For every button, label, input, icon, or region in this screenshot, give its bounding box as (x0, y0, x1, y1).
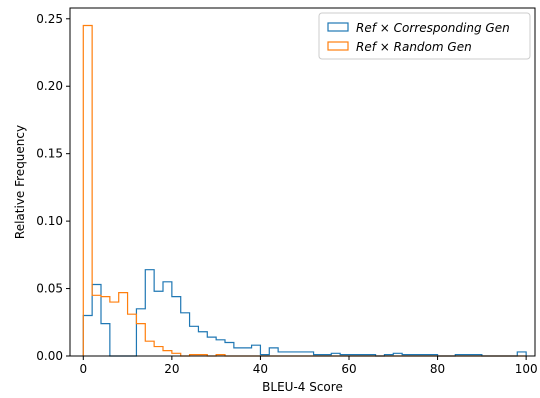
legend-label: Ref × Random Gen (356, 40, 472, 54)
x-tick-label: 0 (79, 362, 87, 376)
y-tick-label: 0.00 (36, 349, 63, 363)
y-tick-label: 0.10 (36, 214, 63, 228)
x-tick-label: 60 (341, 362, 356, 376)
y-tick-label: 0.05 (36, 282, 63, 296)
legend: Ref × Corresponding Gen Ref × Random Gen (318, 12, 531, 60)
y-tick-label: 0.20 (36, 79, 63, 93)
x-tick-label: 80 (430, 362, 445, 376)
x-tick-label: 100 (515, 362, 538, 376)
plot-frame (69, 7, 536, 357)
legend-swatch (327, 41, 349, 51)
plot-area (82, 24, 527, 357)
y-tick-label: 0.25 (36, 12, 63, 26)
y-tick-label: 0.15 (36, 147, 63, 161)
y-axis: 0.00 0.05 0.10 0.15 0.20 0.25 (36, 12, 70, 363)
legend-box (318, 12, 531, 60)
y-axis-label: Relative Frequency (13, 125, 27, 239)
legend-swatch (327, 22, 349, 32)
histogram-series-1 (82, 24, 527, 357)
x-axis-label: BLEU-4 Score (262, 380, 343, 394)
x-axis: 0 20 40 60 80 100 (79, 356, 538, 376)
legend-label: Ref × Corresponding Gen (356, 21, 510, 35)
x-tick-label: 20 (164, 362, 179, 376)
x-tick-label: 40 (253, 362, 268, 376)
histogram-series-0 (82, 269, 527, 357)
